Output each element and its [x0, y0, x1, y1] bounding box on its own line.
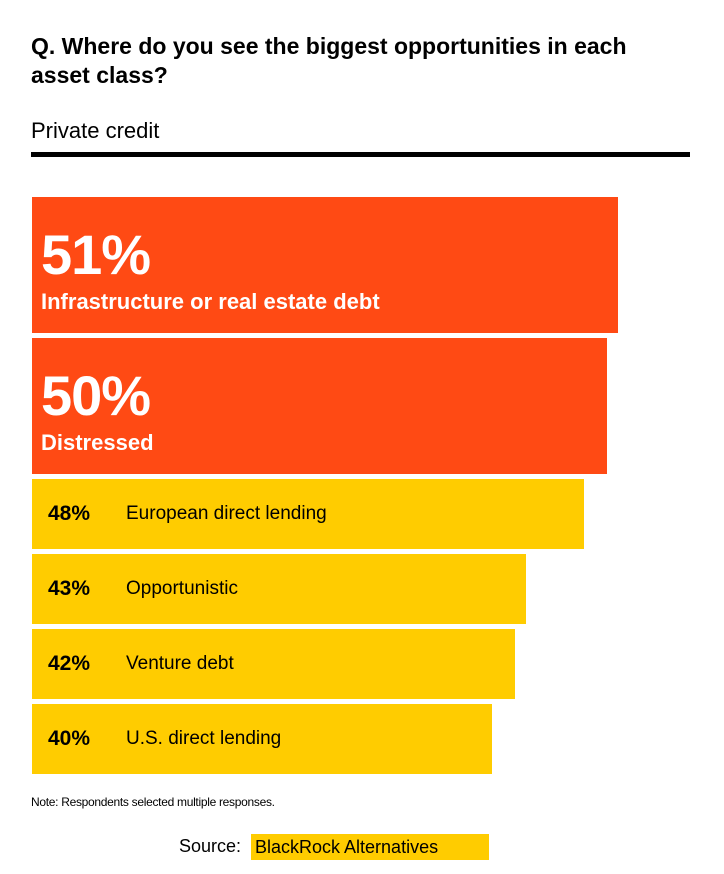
source-label: Source: [179, 836, 242, 856]
bar-value-label: 48% [48, 502, 91, 525]
bar-category-label: Opportunistic [126, 578, 238, 599]
bar-6: 40% U.S. direct lending [32, 704, 492, 774]
bar-4: 43% Opportunistic [32, 554, 526, 624]
source-value: BlackRock Alternatives [251, 834, 489, 860]
bar-value-label: 43% [48, 577, 91, 600]
chart-subtitle: Private credit [31, 118, 160, 143]
divider-rule [31, 152, 690, 157]
footnote: Note: Respondents selected multiple resp… [31, 795, 275, 809]
chart-title: Q. Where do you see the biggest opportun… [31, 33, 627, 88]
bar-category-label: European direct lending [126, 503, 327, 524]
bar-category-label: Distressed [41, 430, 154, 455]
bar-2: 50% Distressed [32, 338, 607, 474]
bar-value-label: 42% [48, 652, 91, 675]
bar-category-label: Infrastructure or real estate debt [41, 289, 380, 314]
bar-value-label: 50% [41, 364, 151, 427]
bar-5: 42% Venture debt [32, 629, 515, 699]
bar-category-label: U.S. direct lending [126, 728, 282, 749]
bar-3: 48% European direct lending [32, 479, 584, 549]
bar-category-label: Venture debt [126, 653, 234, 674]
bar-value-label: 40% [48, 727, 91, 750]
bar-value-label: 51% [41, 223, 151, 286]
bar-1: 51% Infrastructure or real estate debt [32, 197, 618, 333]
